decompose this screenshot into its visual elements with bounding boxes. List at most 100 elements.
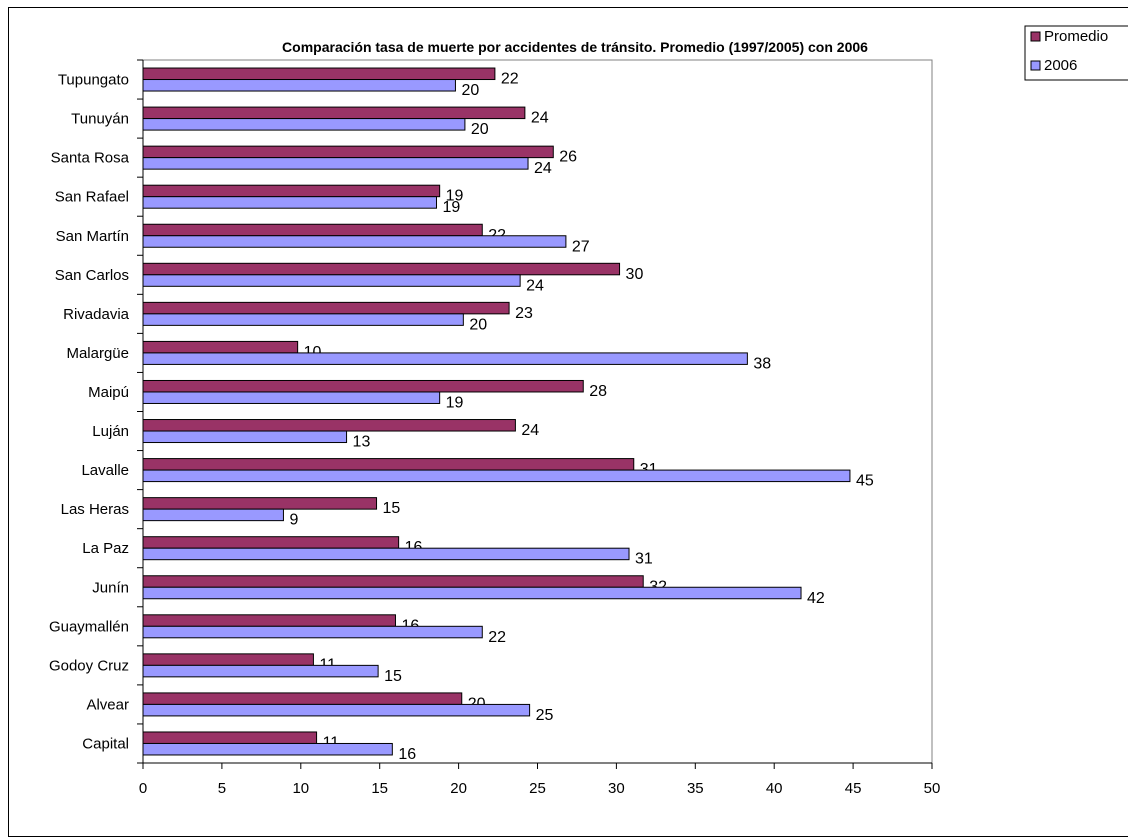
x-tick-label: 10 (292, 780, 309, 797)
data-label-2006: 31 (635, 551, 653, 568)
bar-promedio (142, 184, 441, 198)
category-label: Lavalle (81, 462, 129, 479)
plot-area: 0 5 10 15 20 25 30 35 40 45 50 Tupungato Tunuyán Sant… (49, 59, 941, 797)
bar-2006 (142, 118, 466, 131)
bar-2006 (142, 586, 802, 600)
category-label: San Carlos (55, 267, 129, 284)
data-label-2006: 9 (289, 512, 298, 529)
data-label-2006: 20 (461, 82, 479, 99)
category-label: Capital (82, 735, 129, 752)
bar-2006 (142, 157, 529, 170)
bar-2006 (142, 391, 441, 404)
data-label-2006: 27 (572, 238, 590, 255)
data-label-promedio: 15 (383, 500, 401, 517)
bar-promedio (142, 536, 400, 549)
category-label: Rivadavia (63, 306, 130, 323)
data-label-2006: 38 (753, 355, 771, 372)
legend-box (1024, 25, 1128, 81)
category-label: San Martín (56, 228, 129, 245)
category-label: Godoy Cruz (49, 657, 129, 674)
x-tick-label: 15 (371, 780, 388, 797)
bar-2006 (142, 508, 284, 522)
legend-label-2006: 2006 (1044, 57, 1077, 74)
data-label-2006: 16 (398, 746, 416, 763)
x-tick-label: 30 (608, 780, 625, 797)
data-label-2006: 15 (384, 668, 402, 685)
x-tick-label: 35 (687, 780, 704, 797)
x-tick-label: 25 (529, 780, 546, 797)
bar-2006 (142, 235, 567, 248)
bar-promedio (142, 614, 396, 627)
data-label-2006: 19 (446, 394, 464, 411)
legend-swatch-2006 (1030, 60, 1041, 71)
category-label: Malargüe (66, 345, 129, 362)
chart-title: Comparación tasa de muerte por accidente… (282, 39, 868, 55)
bar-2006 (142, 79, 456, 92)
bar-2006 (142, 664, 379, 678)
x-tick-label: 40 (766, 780, 783, 797)
category-label: Maipú (88, 384, 129, 401)
x-tick-label: 50 (924, 780, 941, 797)
bar-2006 (142, 313, 464, 326)
bar-promedio (142, 458, 635, 471)
bar-promedio (142, 653, 314, 666)
x-tick-label: 20 (450, 780, 467, 797)
data-label-promedio: 24 (521, 422, 539, 439)
legend-swatch-promedio (1030, 31, 1041, 42)
data-label-2006: 24 (526, 277, 544, 294)
bar-promedio (142, 145, 554, 159)
data-label-promedio: 22 (501, 71, 519, 88)
category-label: Santa Rosa (51, 150, 130, 167)
category-label: Las Heras (61, 501, 129, 518)
bar-promedio (142, 262, 621, 276)
data-label-promedio: 26 (559, 149, 577, 166)
bar-2006 (142, 274, 521, 287)
bar-2006 (142, 469, 851, 483)
bar-promedio (142, 223, 483, 237)
data-label-2006: 45 (856, 473, 874, 490)
data-label-promedio: 28 (589, 383, 607, 400)
bar-2006 (142, 547, 630, 561)
bar-promedio (142, 575, 644, 588)
bar-promedio (142, 301, 510, 315)
bar-promedio (142, 340, 299, 354)
data-label-promedio: 30 (626, 266, 644, 283)
data-label-promedio: 24 (531, 110, 549, 127)
bar-promedio (142, 692, 463, 705)
legend-label-promedio: Promedio (1044, 28, 1108, 45)
bar-2006 (142, 430, 348, 444)
category-label: San Rafael (55, 189, 129, 206)
data-label-2006: 13 (353, 434, 371, 451)
bar-promedio (142, 379, 584, 393)
bar-promedio (142, 731, 318, 744)
legend: Promedio 2006 (1024, 25, 1128, 81)
x-tick-label: 45 (845, 780, 862, 797)
data-label-2006: 42 (807, 590, 825, 607)
category-label: La Paz (82, 540, 129, 557)
category-label: Junín (92, 579, 129, 596)
x-tick-label: 5 (218, 780, 226, 797)
data-label-2006: 25 (536, 707, 554, 724)
data-label-2006: 22 (488, 629, 506, 646)
data-label-2006: 24 (534, 160, 552, 177)
data-label-2006: 20 (471, 121, 489, 138)
bar-promedio (142, 419, 516, 432)
data-label-promedio: 19 (446, 188, 464, 205)
bar-2006 (142, 352, 748, 365)
bar-2006 (142, 625, 483, 639)
data-label-2006: 19 (443, 199, 461, 216)
category-label: Tunuyán (71, 111, 129, 128)
bar-promedio (142, 106, 526, 120)
data-label-2006: 20 (469, 316, 487, 333)
category-label: Guaymallén (49, 618, 129, 635)
x-tick-label: 0 (139, 780, 147, 797)
category-label: Alvear (86, 696, 129, 713)
category-label: Luján (92, 423, 129, 440)
bar-promedio (142, 497, 378, 510)
bar-2006 (142, 742, 393, 756)
bar-promedio (142, 67, 496, 81)
category-label: Tupungato (58, 72, 129, 89)
data-label-promedio: 23 (515, 305, 533, 322)
bar-2006 (142, 196, 438, 209)
